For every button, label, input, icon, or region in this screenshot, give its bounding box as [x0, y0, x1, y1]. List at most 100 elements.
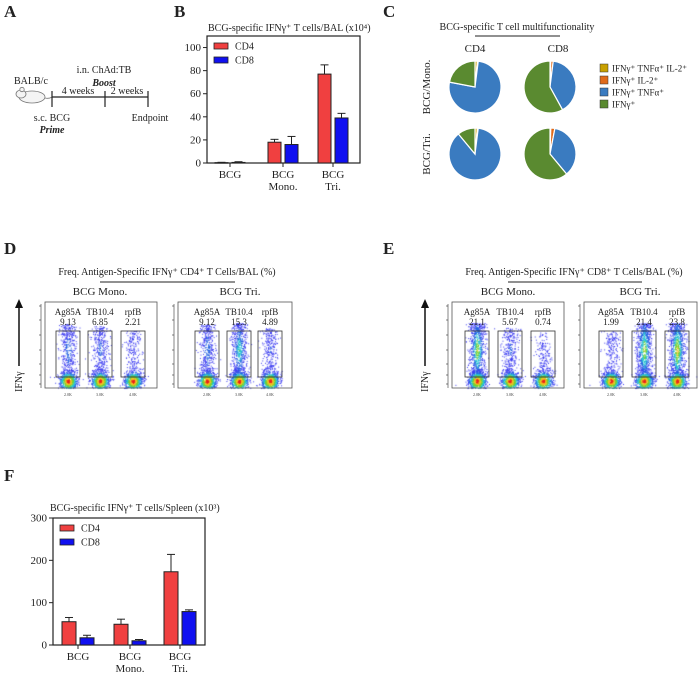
column-label-cd4: CD4: [465, 43, 486, 55]
panel-label-c: C: [383, 2, 395, 21]
y-tick-label: 200: [31, 555, 48, 567]
chart-title: Freq. Antigen-Specific IFNγ⁺ CD4⁺ T Cell…: [58, 267, 275, 278]
antigen-label: Ag85A: [464, 307, 491, 317]
frequency-value: 6.85: [92, 317, 108, 327]
legend-label: IFNγ⁺ IL-2⁺: [612, 76, 658, 86]
x-tick-label: 3.0K: [506, 392, 514, 397]
x-tick-label: 4.0K: [266, 392, 274, 397]
panel-label-e: E: [383, 239, 394, 258]
antigen-label: TB10.4: [630, 307, 658, 317]
x-tick-label: 2.0K: [64, 392, 72, 397]
group-label: BCG Mono.: [481, 286, 536, 298]
legend-swatch: [599, 99, 609, 109]
cd8-flow-plots: Freq. Antigen-Specific IFNγ⁺ CD8⁺ T Cell…: [420, 267, 698, 397]
bar-cd4: [267, 141, 282, 164]
panel-label-d: D: [4, 239, 16, 258]
y-tick-label: 40: [190, 111, 202, 123]
frequency-value: 0.74: [535, 317, 551, 327]
bar-cd8: [334, 117, 349, 164]
panel-label-b: B: [174, 2, 185, 21]
antigen-label: rpfB: [125, 307, 142, 317]
x-tick-label: BCG: [67, 651, 90, 663]
antigen-label: rpfB: [669, 307, 686, 317]
bar-cd8: [284, 144, 299, 164]
chart-title: BCG-specific T cell multifunctionality: [440, 22, 595, 33]
y-tick-label: 100: [31, 597, 48, 609]
legend-swatch: [59, 538, 75, 546]
multifunctionality-pies: BCG-specific T cell multifunctionality C…: [421, 22, 687, 181]
antigen-label: Ag85A: [194, 307, 221, 317]
row-label-tri: BCG/Tri.: [421, 133, 433, 175]
antigen-label: TB10.4: [225, 307, 253, 317]
bar-cd8: [181, 611, 197, 646]
gate: [194, 330, 220, 378]
y-tick-label: 80: [190, 65, 202, 77]
chart-title: BCG-specific IFNγ⁺ T cells/BAL (x10⁴): [208, 23, 371, 34]
antigen-label: TB10.4: [496, 307, 524, 317]
gate: [530, 330, 556, 378]
bar-cd8: [79, 637, 95, 646]
bar-cd8: [231, 161, 246, 164]
prime-label: Prime: [40, 125, 66, 136]
gate: [664, 330, 690, 378]
antigen-label: rpfB: [262, 307, 279, 317]
chart-title: BCG-specific IFNγ⁺ T cells/Spleen (x10³): [50, 503, 220, 514]
antigen-label: Ag85A: [598, 307, 625, 317]
frequency-value: 1.99: [603, 317, 619, 327]
legend-label: IFNγ⁺ TNFα⁺: [612, 88, 664, 98]
x-tick-label: 2.0K: [203, 392, 211, 397]
y-tick-label: 20: [190, 134, 202, 146]
group-label: BCG Tri.: [620, 286, 661, 298]
x-tick-label: 3.0K: [235, 392, 243, 397]
legend-swatch: [59, 524, 75, 532]
panel-label-a: A: [4, 2, 17, 21]
legend-label: CD4: [81, 524, 100, 535]
frequency-value: 15.3: [231, 317, 247, 327]
y-axis-label: IFNγ: [14, 371, 25, 392]
y-tick-label: 0: [42, 640, 48, 652]
arrow-head-icon: [15, 299, 23, 308]
legend-label: IFNγ⁺ TNFα⁺ IL-2⁺: [612, 64, 687, 74]
x-tick-label: BCG: [119, 651, 142, 663]
gate: [55, 330, 81, 378]
gate: [120, 330, 146, 378]
endpoint-label: Endpoint: [132, 113, 169, 124]
gate: [87, 330, 113, 378]
mouse-icon: [15, 86, 53, 104]
legend-label: CD8: [81, 538, 100, 549]
legend-label: CD8: [235, 56, 254, 67]
prime-route: s.c. BCG: [34, 113, 70, 124]
pie-slice: [549, 127, 577, 175]
legend-label: CD4: [235, 42, 254, 53]
bar-cd4: [163, 571, 179, 646]
legend-label: IFNγ⁺: [612, 100, 635, 110]
antigen-label: rpfB: [535, 307, 552, 317]
gate: [631, 330, 657, 378]
x-tick-label: 4.0K: [539, 392, 547, 397]
bar-cd4: [61, 621, 77, 646]
y-tick-label: 100: [185, 42, 202, 54]
legend-swatch: [213, 56, 229, 64]
x-tick-label: Mono.: [115, 663, 144, 673]
frequency-value: 23.8: [669, 317, 685, 327]
strain-label: BALB/c: [14, 76, 48, 87]
pie-slice: [457, 127, 476, 156]
gate: [257, 330, 283, 378]
arrow-head-icon: [421, 299, 429, 308]
bar-cd4: [317, 73, 332, 164]
frequency-value: 21.4: [636, 317, 652, 327]
gate: [497, 330, 523, 378]
plot-frame: [177, 301, 293, 389]
y-tick-label: 300: [31, 513, 48, 525]
x-tick-label: BCG: [322, 169, 345, 181]
antigen-label: Ag85A: [55, 307, 82, 317]
gate: [598, 330, 624, 378]
x-tick-label: Tri.: [172, 663, 188, 673]
legend-swatch: [599, 63, 609, 73]
spleen-bar-chart: BCG-specific IFNγ⁺ T cells/Spleen (x10³)…: [31, 503, 220, 673]
frequency-value: 21.1: [469, 317, 485, 327]
pie-slice: [523, 127, 568, 181]
